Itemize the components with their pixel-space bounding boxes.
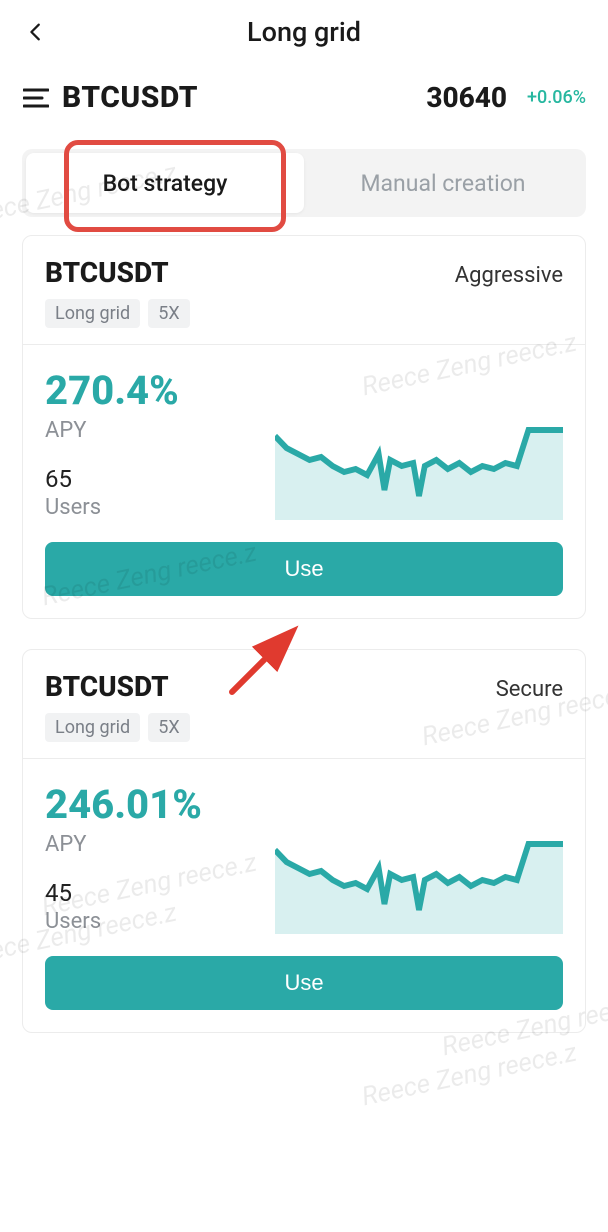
- users-value: 65: [45, 465, 255, 493]
- strategy-card: BTCUSDT Secure Long grid 5X 246.01% APY …: [22, 649, 586, 1033]
- sparkline-svg: [275, 814, 563, 934]
- apy-value: 270.4%: [45, 367, 255, 414]
- card-mode: Secure: [496, 677, 563, 702]
- tab-bot-strategy[interactable]: Bot strategy: [26, 153, 304, 213]
- pair-change: +0.06%: [527, 87, 586, 108]
- strategy-card: BTCUSDT Aggressive Long grid 5X 270.4% A…: [22, 235, 586, 619]
- page-title: Long grid: [18, 16, 590, 48]
- use-button[interactable]: Use: [45, 542, 563, 596]
- card-badges: Long grid 5X: [45, 713, 563, 742]
- menu-button[interactable]: [22, 84, 50, 112]
- cards-list: BTCUSDT Aggressive Long grid 5X 270.4% A…: [0, 235, 608, 1033]
- pair-symbol: BTCUSDT: [62, 80, 198, 115]
- card-badges: Long grid 5X: [45, 299, 563, 328]
- card-symbol: BTCUSDT: [45, 256, 169, 289]
- users-label: Users: [45, 495, 255, 520]
- watermark: Reece Zeng reece.z: [359, 1038, 579, 1113]
- use-button[interactable]: Use: [45, 956, 563, 1010]
- card-header: BTCUSDT Secure Long grid 5X: [23, 650, 585, 759]
- strategy-tabs: Bot strategy Manual creation: [22, 149, 586, 217]
- card-header: BTCUSDT Aggressive Long grid 5X: [23, 236, 585, 345]
- users-label: Users: [45, 909, 255, 934]
- badge-leverage: 5X: [148, 713, 189, 742]
- card-symbol: BTCUSDT: [45, 670, 169, 703]
- apy-label: APY: [45, 832, 255, 857]
- sparkline-chart: [275, 781, 563, 934]
- sparkline-svg: [275, 400, 563, 520]
- apy-value: 246.01%: [45, 781, 255, 828]
- users-value: 45: [45, 879, 255, 907]
- menu-icon: [23, 87, 49, 109]
- pair-price: 30640: [426, 81, 507, 114]
- pair-row: BTCUSDT 30640 +0.06%: [0, 64, 608, 125]
- badge-strategy-type: Long grid: [45, 299, 140, 328]
- tab-manual-creation[interactable]: Manual creation: [304, 153, 582, 213]
- apy-label: APY: [45, 418, 255, 443]
- card-stats: 246.01% APY 45 Users: [45, 781, 255, 934]
- badge-strategy-type: Long grid: [45, 713, 140, 742]
- sparkline-chart: [275, 367, 563, 520]
- header: Long grid: [0, 0, 608, 64]
- card-stats: 270.4% APY 65 Users: [45, 367, 255, 520]
- card-mode: Aggressive: [455, 263, 563, 288]
- badge-leverage: 5X: [148, 299, 189, 328]
